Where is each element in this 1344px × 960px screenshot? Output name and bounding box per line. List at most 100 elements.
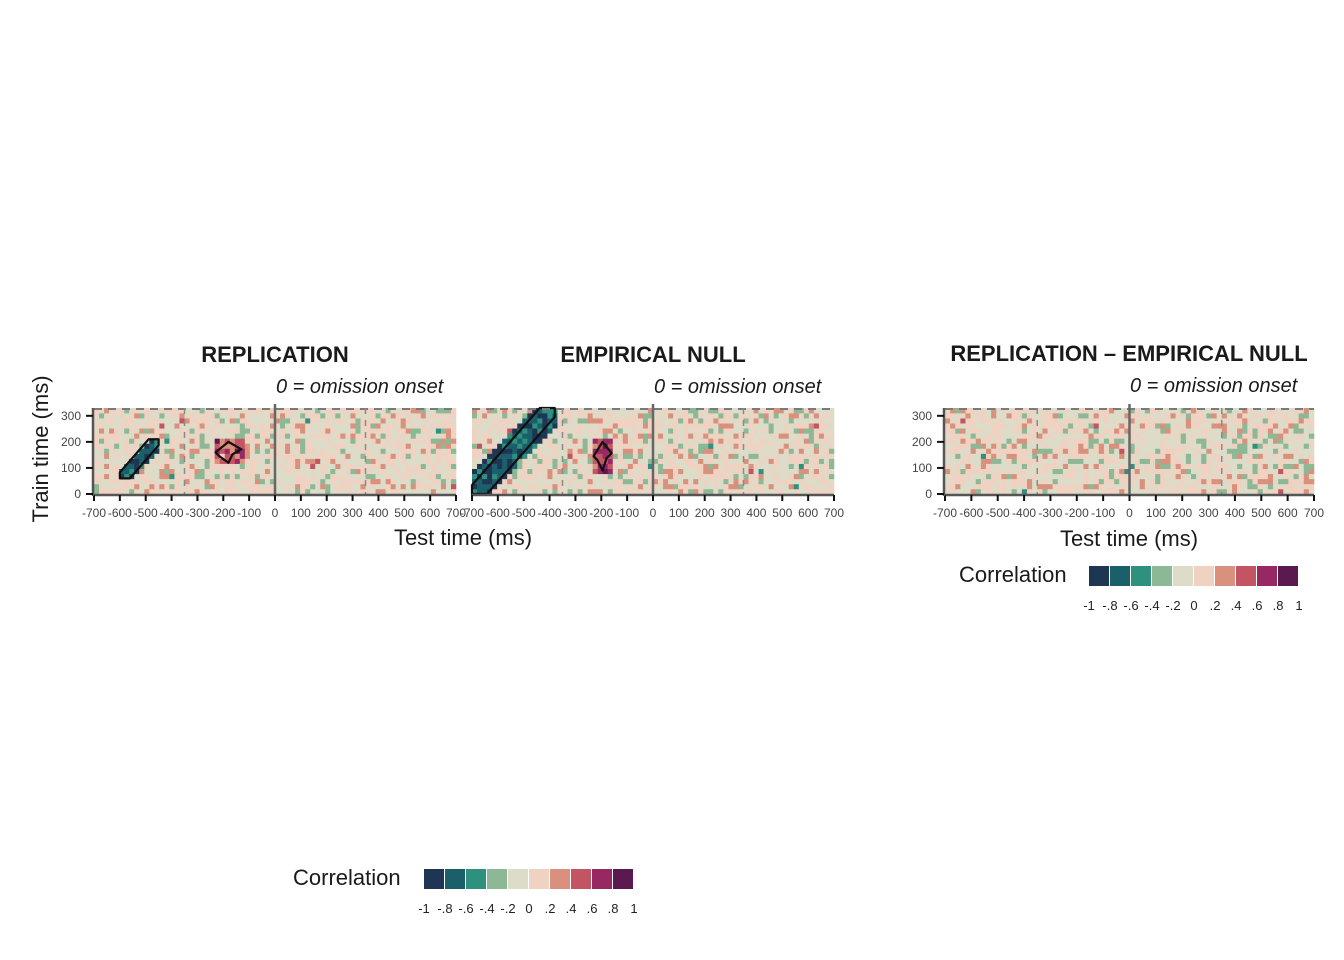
heatmap-cell <box>94 488 100 495</box>
heatmap-cell <box>1062 483 1069 490</box>
heatmap-cell <box>244 438 251 444</box>
heatmap-cell <box>828 453 835 459</box>
heatmap-cell <box>592 448 598 454</box>
heatmap-cell <box>607 413 614 419</box>
heatmap-cell <box>678 458 684 464</box>
heatmap-cell <box>214 413 220 419</box>
heatmap-cell <box>1262 413 1269 419</box>
heatmap-cell <box>269 423 276 429</box>
heatmap-cell <box>1170 413 1176 419</box>
heatmap-cell <box>612 448 619 454</box>
heatmap-cell <box>492 418 498 424</box>
heatmap-cell <box>219 473 226 480</box>
heatmap-cell <box>430 453 437 459</box>
heatmap-cell <box>1242 423 1248 429</box>
heatmap-cell <box>823 413 830 419</box>
heatmap-cell <box>582 473 588 480</box>
heatmap-cell <box>154 463 160 470</box>
heatmap-cell <box>668 413 674 419</box>
heatmap-cell <box>991 433 997 439</box>
heatmap-cell <box>607 423 614 429</box>
heatmap-cell <box>970 473 977 480</box>
heatmap-cell <box>385 418 391 424</box>
heatmap-cell <box>340 458 346 464</box>
heatmap-cell <box>1242 448 1248 454</box>
heatmap-cell <box>587 448 593 454</box>
heatmap-cell <box>1155 488 1161 495</box>
heatmap-cell <box>1170 433 1176 439</box>
heatmap-cell <box>310 488 316 495</box>
heatmap-cell <box>325 483 331 490</box>
heatmap-cell <box>1155 433 1161 439</box>
heatmap-cell <box>445 408 452 414</box>
heatmap-cell <box>612 488 619 495</box>
heatmap-cell <box>244 478 251 485</box>
heatmap-cell <box>440 483 447 490</box>
heatmap-cell <box>487 408 493 414</box>
heatmap-cell <box>1134 458 1141 464</box>
heatmap-cell <box>114 408 120 414</box>
heatmap-cell <box>1267 453 1274 459</box>
heatmap-cell <box>405 443 412 449</box>
heatmap-cell <box>355 418 361 424</box>
heatmap-cell <box>502 463 508 470</box>
heatmap-cell <box>738 453 744 459</box>
heatmap-cell <box>996 438 1002 444</box>
heatmap-cell <box>239 433 246 439</box>
heatmap-cell <box>275 483 281 490</box>
heatmap-cell <box>647 458 654 464</box>
heatmap-cell <box>400 483 407 490</box>
heatmap-cell <box>632 408 639 414</box>
heatmap-cell <box>139 423 145 429</box>
heatmap-cell <box>1191 478 1197 485</box>
heatmap-cell <box>693 458 699 464</box>
heatmap-cell <box>1027 443 1033 449</box>
heatmap-cell <box>159 428 165 434</box>
heatmap-cell <box>991 413 997 419</box>
heatmap-cell <box>280 448 286 454</box>
heatmap-cell <box>420 433 427 439</box>
x-tick-label: -200 <box>589 506 613 520</box>
heatmap-cell <box>199 448 205 454</box>
heatmap-cell <box>1257 433 1264 439</box>
heatmap-cell <box>295 433 301 439</box>
heatmap-cell <box>229 488 236 495</box>
heatmap-cell <box>1196 448 1202 454</box>
heatmap-cell <box>642 463 649 470</box>
heatmap-cell <box>1124 413 1130 419</box>
heatmap-cell <box>955 438 961 444</box>
heatmap-cell <box>1057 423 1064 429</box>
heatmap-cell <box>234 413 241 419</box>
heatmap-cell <box>415 463 422 470</box>
heatmap-cell <box>693 463 699 470</box>
heatmap-cell <box>249 423 256 429</box>
heatmap-cell <box>768 438 774 444</box>
heatmap-cell <box>1232 458 1238 464</box>
heatmap-cell <box>567 463 573 470</box>
heatmap-cell <box>477 433 483 439</box>
heatmap-cell <box>753 478 759 485</box>
heatmap-cell <box>688 478 694 485</box>
heatmap-cell <box>1201 448 1207 454</box>
heatmap-cell <box>159 438 165 444</box>
heatmap-cell <box>184 458 190 464</box>
heatmap-cell <box>1016 483 1023 490</box>
heatmap-cell <box>1068 448 1074 454</box>
heatmap-cell <box>542 463 548 470</box>
heatmap-cell <box>275 413 281 419</box>
heatmap-cell <box>632 488 639 495</box>
heatmap-cell <box>295 443 301 449</box>
heatmap-cell <box>169 408 175 414</box>
heatmap-cell <box>440 428 447 434</box>
heatmap-cell <box>214 438 220 444</box>
heatmap-cell <box>254 423 261 429</box>
heatmap-cell <box>673 423 679 429</box>
heatmap-cell <box>950 438 956 444</box>
heatmap-cell <box>144 408 150 414</box>
heatmap-cell <box>996 458 1002 464</box>
heatmap-cell <box>1303 423 1310 429</box>
heatmap-cell <box>587 408 593 414</box>
heatmap-cell <box>1201 423 1207 429</box>
heatmap-cell <box>497 423 503 429</box>
heatmap-cell <box>773 443 779 449</box>
